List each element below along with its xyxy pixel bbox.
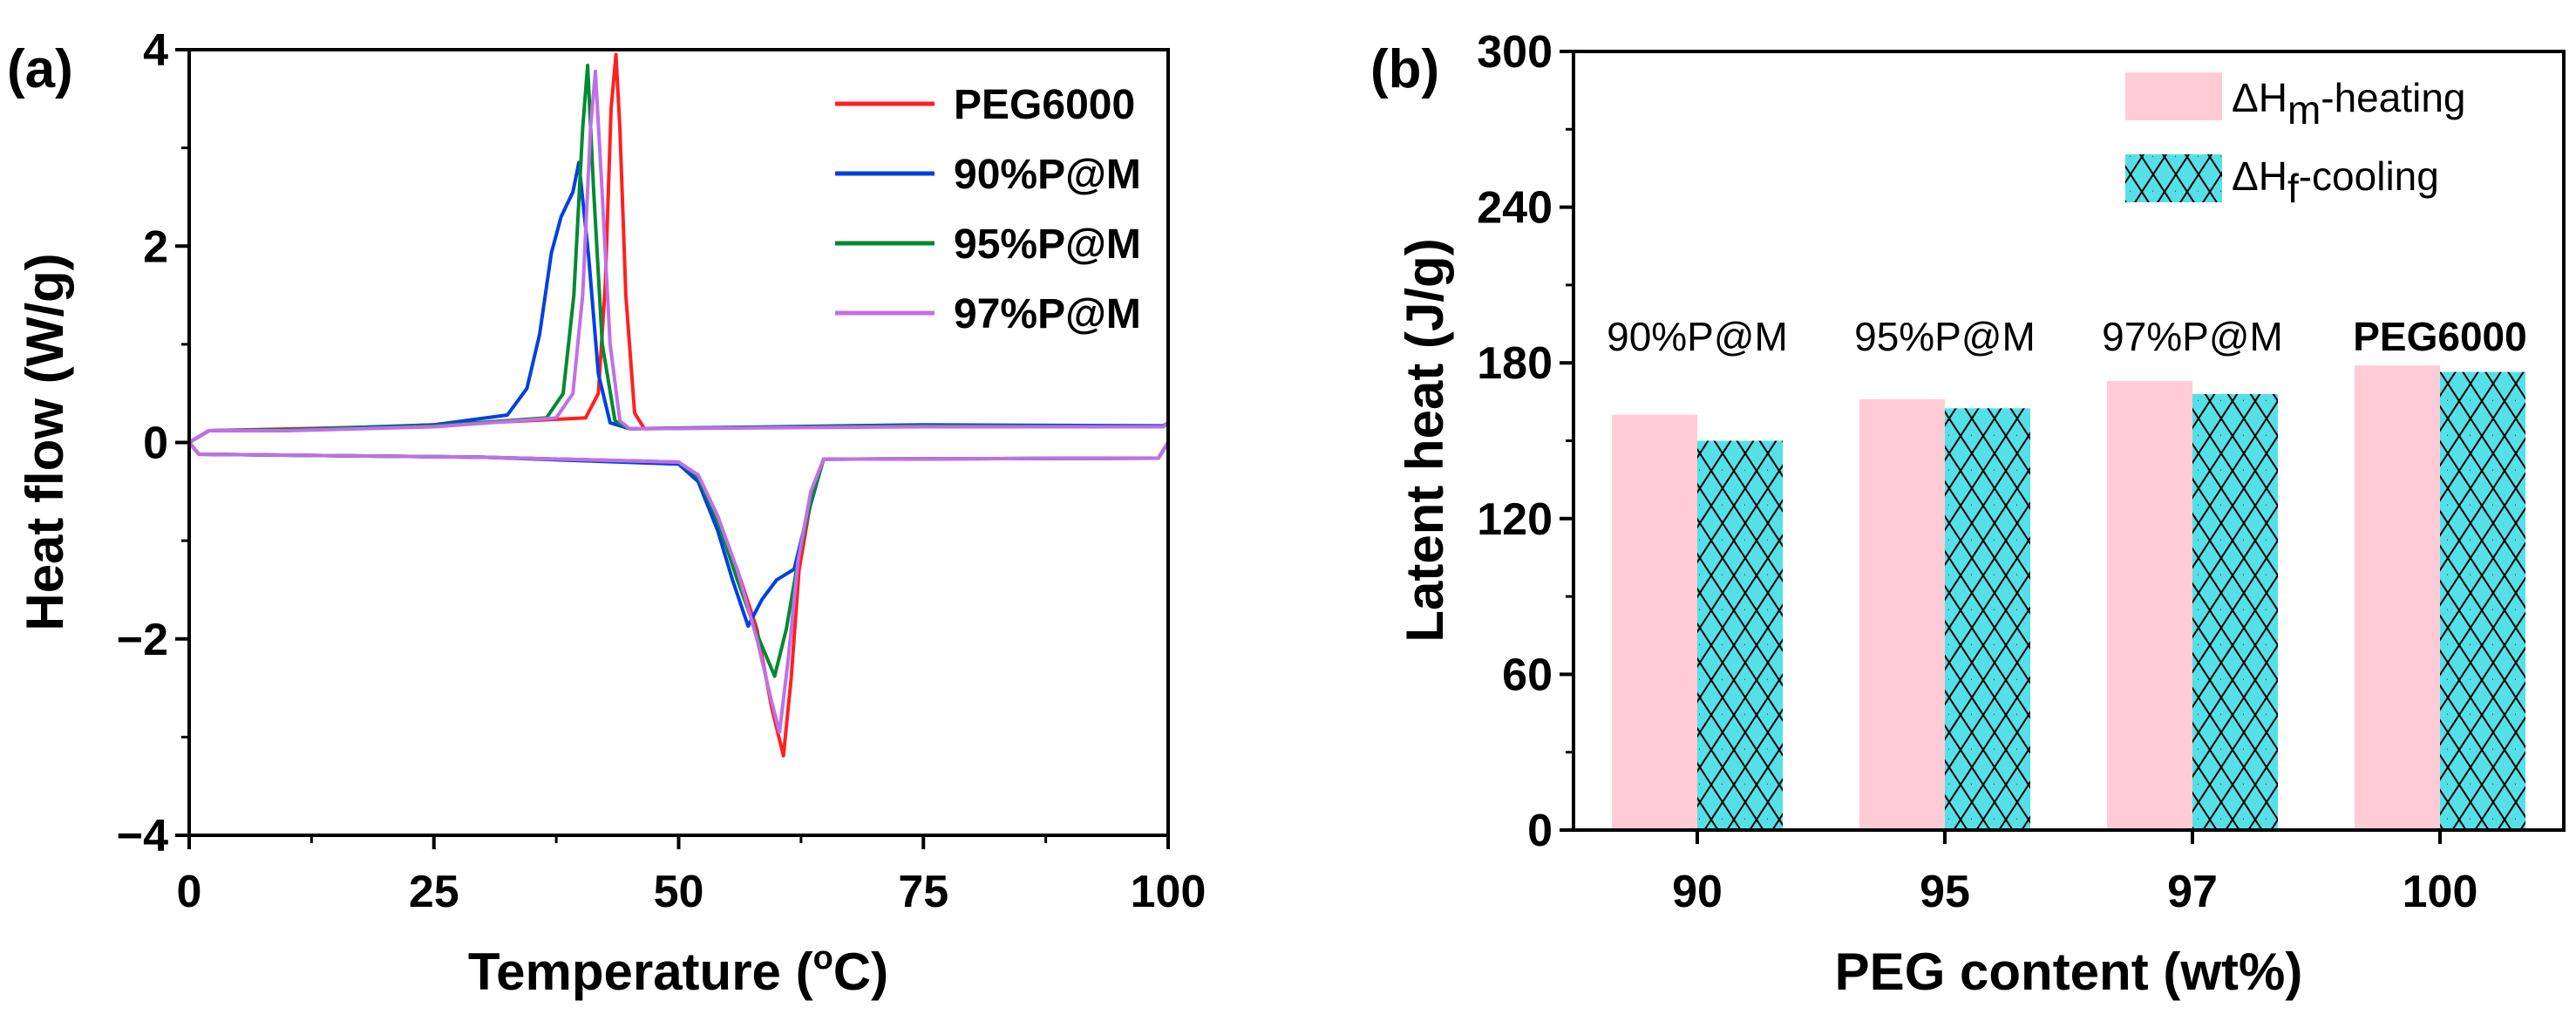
panel-a-dsc-curves: (a) 0 25 50 75 100 −4 −2 0 2 4 Heat flow (W/g) Te… [7,25,1206,1001]
bar-cooling-97 [2192,393,2278,830]
bar-cooling-95 [1945,408,2030,830]
legend-cooling-main: ΔH [2232,153,2287,199]
x-tick-label: 95 [1920,867,1970,917]
legend-label: 90%P@M [954,152,1141,198]
legend-heating-sub: m [2287,87,2321,133]
panel-b-legend: ΔHm-heating ΔHf-cooling [2125,72,2466,211]
legend-heating-main: ΔH [2232,75,2287,120]
bar-heating-100 [2355,365,2440,831]
y-tick-label: 60 [1502,650,1553,700]
panel-b-latent-heat-bars: (b) 90%P@M 90 95%P@M 95 97%P@M 97 PEG6000 100 0 6… [1370,27,2566,1001]
bars [1612,365,2525,831]
x-tick-label: 0 [177,867,202,917]
y-tick-label: −4 [117,811,168,861]
y-tick-label: −2 [117,615,168,665]
x-title-suffix: C) [833,943,888,1001]
y-axis-title-heat-flow: Heat flow (W/g) [16,253,74,630]
bar-cooling-90 [1697,440,1783,830]
legend-label-heating: ΔHm-heating [2232,75,2466,133]
bar-cooling-100 [2440,371,2525,830]
x-title-degree: o [813,940,833,977]
y-axis-title-latent-heat: Latent heat (J/g) [1396,238,1454,642]
legend-label: 95%P@M [954,221,1141,268]
category-annotation: 95%P@M [1854,314,2036,359]
category-annotation: PEG6000 [2353,314,2526,359]
legend-cooling-sub: f [2287,166,2299,211]
panel-b-label: (b) [1370,39,1439,99]
legend-label: 97%P@M [954,291,1141,337]
bar-heating-97 [2107,381,2192,831]
legend-heating-suffix: -heating [2321,75,2465,120]
bar-heating-95 [1859,398,1945,830]
y-tick-label: 300 [1477,27,1553,78]
x-tick-label: 90 [1672,867,1723,917]
category-annotation: 90%P@M [1607,314,1788,359]
x-tick-label: 75 [898,867,948,917]
legend-swatch-cooling [2125,154,2222,202]
legend-swatch-heating [2125,72,2222,120]
panel-b-axes: 90%P@M 90 95%P@M 95 97%P@M 97 PEG6000 100 0 60 120… [1477,27,2527,917]
x-tick-label: 50 [654,867,704,917]
x-tick-label: 100 [1131,867,1206,917]
x-tick-label: 25 [409,867,459,917]
legend-label-cooling: ΔHf-cooling [2232,153,2439,211]
x-axis-title-temperature: Temperature (oC) [468,940,888,1001]
category-annotation: 97%P@M [2102,314,2283,359]
y-tick-label: 2 [143,221,168,272]
x-tick-label: 100 [2403,867,2478,917]
y-tick-label: 0 [143,419,168,469]
legend-cooling-suffix: -cooling [2299,153,2439,199]
y-tick-label: 240 [1477,183,1553,234]
panel-a-axes: 0 25 50 75 100 −4 −2 0 2 4 [117,25,1206,917]
y-tick-label: 4 [143,25,168,76]
legend-label: PEG6000 [954,82,1135,128]
x-title-prefix: Temperature ( [468,943,813,1001]
panel-a-legend: PEG6000 90%P@M 95%P@M 97%P@M [835,82,1141,337]
y-tick-label: 180 [1477,338,1553,389]
y-tick-label: 120 [1477,494,1553,545]
x-axis-title-peg-content: PEG content (wt%) [1835,943,2303,1001]
y-tick-label: 0 [1527,806,1553,856]
bar-heating-90 [1612,414,1697,830]
x-tick-label: 97 [2167,867,2218,917]
panel-a-label: (a) [7,39,73,99]
